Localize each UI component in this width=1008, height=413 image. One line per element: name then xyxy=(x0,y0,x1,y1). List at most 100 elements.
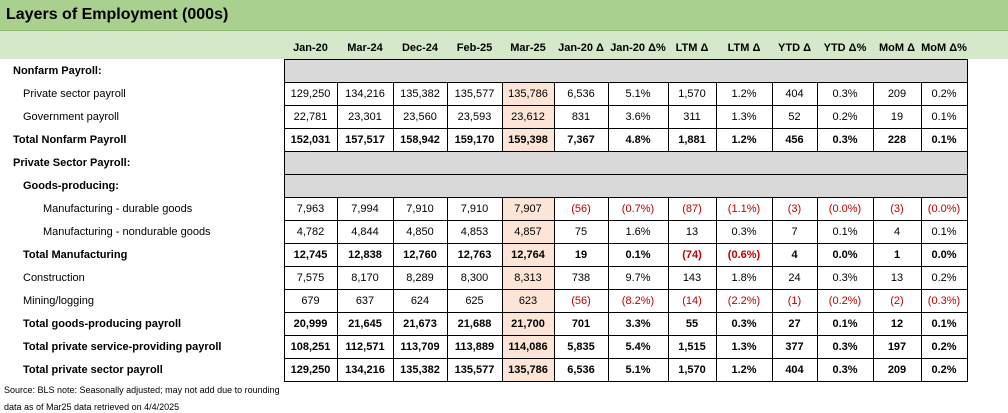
table-cell: 22,781 xyxy=(283,105,337,129)
employment-table: Jan-20 Mar-24 Dec-24 Feb-25 Mar-25 Jan-20 Δ Ja… xyxy=(0,37,968,382)
table-cell: 6,536 xyxy=(553,82,608,106)
table-cell: 7,994 xyxy=(336,197,393,221)
table-cell: (0.2%) xyxy=(816,289,873,313)
table-cell: 637 xyxy=(336,289,393,313)
row-label: Total private service-providing payroll xyxy=(23,340,222,353)
section-row: Private Sector Payroll: xyxy=(0,150,968,175)
column-header: LTM Δ xyxy=(675,41,709,54)
table-cell: 27 xyxy=(771,312,817,336)
row-label: Total Manufacturing xyxy=(23,248,128,261)
table-cell: 135,786 xyxy=(501,82,554,106)
table-cell: 1.2% xyxy=(715,358,772,382)
table-cell: 21,645 xyxy=(336,312,393,336)
table-cell: (8.2%) xyxy=(607,289,668,313)
table-cell: 13 xyxy=(872,266,921,290)
row-label: Construction xyxy=(23,271,85,284)
table-cell: 12,760 xyxy=(392,243,447,267)
table-cell: 831 xyxy=(553,105,608,129)
table-cell: 12,763 xyxy=(446,243,502,267)
column-header: MoM Δ xyxy=(878,41,915,54)
table-cell: (0.0%) xyxy=(816,197,873,221)
table-cell: 7,910 xyxy=(446,197,502,221)
column-header: YTD Δ xyxy=(778,41,811,54)
table-cell: 113,889 xyxy=(446,335,502,359)
table-cell: 1,570 xyxy=(667,82,716,106)
table-cell: 209 xyxy=(872,358,921,382)
table-cell: 404 xyxy=(771,82,817,106)
total-row: Total Nonfarm Payroll 152,031 157,517 158,9… xyxy=(0,128,968,152)
section-blank-band xyxy=(283,58,968,83)
section-blank-band xyxy=(283,150,968,175)
table-cell: 0.1% xyxy=(816,312,873,336)
table-cell: 377 xyxy=(771,335,817,359)
table-cell: 1,515 xyxy=(667,335,716,359)
row-label: Total goods-producing payroll xyxy=(23,317,182,330)
column-header: Dec-24 xyxy=(401,41,439,54)
table-cell: 158,942 xyxy=(392,128,447,152)
table-cell: 4,857 xyxy=(501,220,554,244)
table-cell: 75 xyxy=(553,220,608,244)
table-cell: 134,216 xyxy=(336,358,393,382)
table-cell: 129,250 xyxy=(283,358,337,382)
table-cell: 135,382 xyxy=(392,82,447,106)
table-cell: (2) xyxy=(872,289,921,313)
table-cell: 738 xyxy=(553,266,608,290)
table-cell: 5,835 xyxy=(553,335,608,359)
table-cell: 1.2% xyxy=(715,128,772,152)
table-cell: 157,517 xyxy=(336,128,393,152)
table-cell: 0.3% xyxy=(816,266,873,290)
table-cell: 19 xyxy=(872,105,921,129)
row-label: Manufacturing - nondurable goods xyxy=(43,225,211,238)
table-cell: 4 xyxy=(872,220,921,244)
column-header: Mar-24 xyxy=(347,41,383,54)
table-cell: 12 xyxy=(872,312,921,336)
table-cell: 9.7% xyxy=(607,266,668,290)
table-cell: (14) xyxy=(667,289,716,313)
table-cell: 7,907 xyxy=(501,197,554,221)
footer-data-date: data as of Mar25 data retrieved on 4/4/2… xyxy=(4,402,180,412)
table-cell: (1.1%) xyxy=(715,197,772,221)
table-cell: 0.1% xyxy=(920,312,968,336)
table-cell: 456 xyxy=(771,128,817,152)
table-cell: 3.3% xyxy=(607,312,668,336)
table-cell: 159,398 xyxy=(501,128,554,152)
table-cell: 143 xyxy=(667,266,716,290)
table-title: Layers of Employment (000s) xyxy=(6,6,229,23)
table-cell: (1) xyxy=(771,289,817,313)
table-cell: 108,251 xyxy=(283,335,337,359)
total-row: Total goods-producing payroll 20,999 21,64… xyxy=(0,312,968,336)
table-cell: 114,086 xyxy=(501,335,554,359)
table-cell: 0.3% xyxy=(816,82,873,106)
table-cell: 1.3% xyxy=(715,335,772,359)
table-cell: 624 xyxy=(392,289,447,313)
table-cell: 23,612 xyxy=(501,105,554,129)
column-header-row: Jan-20 Mar-24 Dec-24 Feb-25 Mar-25 Jan-20 Δ Ja… xyxy=(0,37,967,59)
table-cell: 1.6% xyxy=(607,220,668,244)
table-cell: 52 xyxy=(771,105,817,129)
table-cell: 0.3% xyxy=(816,128,873,152)
table-cell: 7 xyxy=(771,220,817,244)
table-cell: 152,031 xyxy=(283,128,337,152)
table-row: Private sector payroll 129,250 134,216 135,… xyxy=(0,82,968,106)
row-label: Total Nonfarm Payroll xyxy=(13,133,127,146)
table-cell: 135,577 xyxy=(446,82,502,106)
table-cell: (74) xyxy=(667,243,716,267)
table-cell: (3) xyxy=(771,197,817,221)
table-cell: 5.1% xyxy=(607,82,668,106)
table-cell: 135,786 xyxy=(501,358,554,382)
table-cell: 7,575 xyxy=(283,266,337,290)
table-cell: 12,745 xyxy=(283,243,337,267)
column-header: MoM Δ% xyxy=(921,41,967,54)
table-cell: (0.0%) xyxy=(920,197,968,221)
table-cell: 0.2% xyxy=(920,82,968,106)
column-header: Jan-20 Δ% xyxy=(610,41,666,54)
table-cell: 0.2% xyxy=(920,358,968,382)
table-cell: 21,673 xyxy=(392,312,447,336)
table-cell: 0.1% xyxy=(607,243,668,267)
table-cell: 0.2% xyxy=(920,266,968,290)
table-cell: 625 xyxy=(446,289,502,313)
table-row: Manufacturing - nondurable goods 4,782 4,8… xyxy=(0,220,968,244)
table-cell: 623 xyxy=(501,289,554,313)
table-cell: 0.2% xyxy=(920,335,968,359)
table-cell: 1,570 xyxy=(667,358,716,382)
